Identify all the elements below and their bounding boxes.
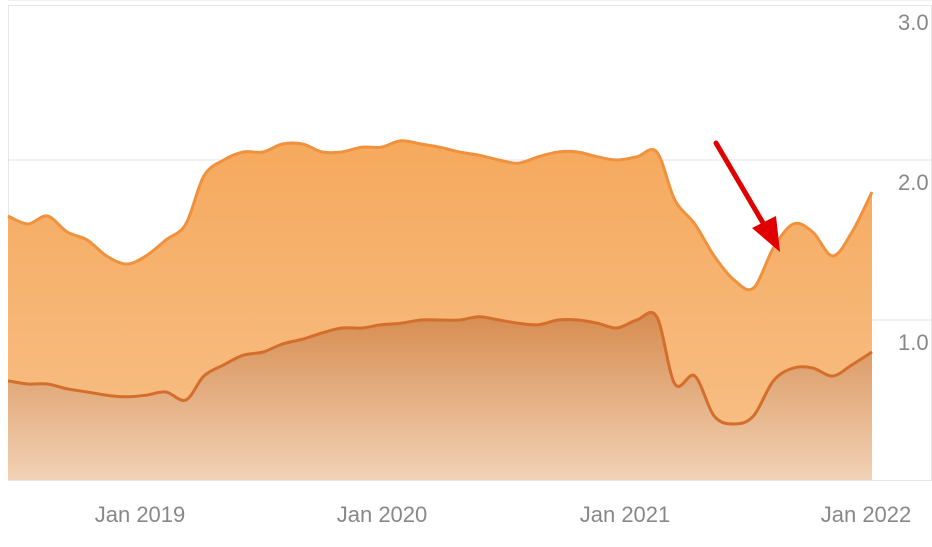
y-tick-label: 1.0: [898, 330, 929, 355]
annotation-layer: [713, 140, 780, 252]
axis-layer: 1.0 2.0 3.0 Jan 2019 Jan 2020 Jan 2021 Jan 202…: [95, 10, 929, 527]
y-tick-label: 2.0: [898, 170, 929, 195]
lower-series-line: [7, 311, 873, 426]
x-tick-label: Jan 2020: [337, 502, 428, 527]
annotation-arrow-shaft: [713, 140, 769, 231]
series-layer: [7, 139, 874, 480]
x-tick-label: Jan 2022: [821, 502, 912, 527]
y-tick-label: 3.0: [898, 10, 929, 35]
x-tick-label: Jan 2019: [95, 502, 186, 527]
lower-series-area: [8, 312, 872, 480]
annotation-arrow-head: [752, 216, 780, 252]
x-tick-label: Jan 2021: [580, 502, 671, 527]
upper-series-line: [7, 139, 874, 292]
